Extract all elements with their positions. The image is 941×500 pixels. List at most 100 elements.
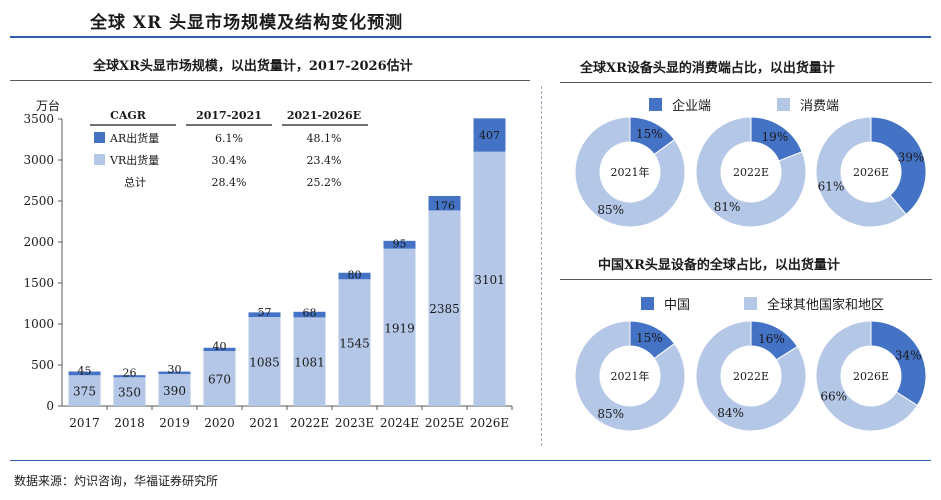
pie2-title-rule (560, 279, 932, 280)
pie1-title: 全球XR设备头显的消费端占比，以出货量计 (580, 61, 835, 76)
y-tick-label: 500 (31, 358, 54, 372)
y-tick-label: 1000 (23, 317, 54, 331)
donut-label-secondary: 84% (717, 406, 744, 420)
footer-rule (10, 460, 931, 461)
data-label-ar: 45 (78, 364, 92, 377)
bar-title-rule (10, 80, 530, 81)
y-tick-label: 1500 (23, 276, 54, 290)
donut-center-label: 2022E (733, 370, 769, 383)
pie1-title-rule (560, 82, 932, 83)
donut-label-secondary: 85% (597, 203, 624, 217)
pie-group-china-share: 2021年 15% 85% 2022E 16% 84% 2026E 34% 66% (574, 320, 927, 432)
bar-ar-2021 (248, 312, 281, 318)
x-tick-label: 2019 (159, 416, 190, 430)
bar-chart: 万台 0 500 1000 1500 2000 2500 3000 3500 375 45 2017 3… (23, 98, 513, 430)
legend-rest-of-world: 全球其他国家和地区 (744, 294, 884, 313)
y-tick-label: 2000 (23, 235, 54, 249)
bar-ar-2026E (473, 118, 506, 152)
legend-swatch-enterprise (649, 98, 662, 111)
bar-ar-2025E (428, 195, 461, 211)
data-label-vr: 1545 (339, 337, 370, 351)
bar-ar-2024E (383, 240, 416, 249)
legend-label-consumer: 消费端 (800, 99, 840, 114)
cagr-row-swatch (94, 132, 105, 143)
legend-label-china: 中国 (664, 298, 691, 313)
donut-slice-secondary (695, 320, 807, 432)
bar-ar-2018 (113, 375, 146, 378)
cagr-row-label: AR出货量 (109, 131, 159, 145)
donut-label-secondary: 81% (714, 200, 741, 214)
cagr-row-label: 总计 (124, 175, 146, 189)
donut-label-secondary: 66% (820, 389, 847, 403)
donut-center-label: 2026E (853, 166, 889, 179)
donut-center-label: 2021年 (611, 165, 650, 179)
donut-label-primary: 19% (762, 130, 789, 144)
cagr-header: 2017-2021 (196, 109, 262, 122)
donut-slice-secondary (695, 116, 807, 228)
bar-ar-2019 (158, 371, 191, 375)
donut-center-label: 2021年 (611, 369, 650, 383)
bar-vr-2023E (338, 279, 371, 406)
legend-swatch-china (641, 297, 654, 310)
bar-vr-2018 (113, 377, 146, 406)
cagr-header: 2021-2026E (287, 109, 361, 122)
data-label-ar: 40 (213, 340, 227, 353)
data-label-vr: 1085 (249, 356, 280, 370)
cagr-value: 6.1% (215, 132, 243, 145)
legend-enterprise: 企业端 (649, 95, 711, 114)
cagr-value: 28.4% (212, 176, 247, 189)
legend-consumer: 消费端 (777, 95, 839, 114)
donut-label-secondary: 85% (597, 407, 624, 421)
panel-divider-vertical (541, 86, 542, 446)
cagr-row-label: VR出货量 (109, 153, 159, 167)
data-label-vr: 2385 (429, 302, 460, 316)
cagr-value: 30.4% (212, 154, 247, 167)
data-label-vr: 670 (208, 373, 231, 387)
x-tick-label: 2017 (69, 416, 100, 430)
donut-slice-secondary (574, 320, 686, 432)
source-note: 数据来源：灼识咨询，华福证券研究所 (14, 474, 219, 488)
donut-center-label: 2022E (733, 166, 769, 179)
data-label-ar: 95 (393, 238, 407, 251)
donut-label-primary: 39% (898, 151, 925, 165)
donut-label-secondary: 61% (818, 179, 845, 193)
legend-label-enterprise: 企业端 (672, 99, 712, 114)
donut-slice-secondary (574, 116, 686, 228)
cagr-header: CAGR (110, 109, 147, 122)
y-tick-label: 2500 (23, 194, 54, 208)
x-tick-label: 2022E (290, 416, 329, 430)
x-tick-label: 2023E (335, 416, 374, 430)
bar-vr-2019 (158, 374, 191, 406)
data-label-ar: 26 (123, 366, 137, 379)
legend-swatch-rest (744, 297, 757, 310)
y-tick-label: 3000 (23, 153, 54, 167)
data-label-vr: 3101 (474, 273, 505, 287)
x-tick-label: 2025E (425, 416, 464, 430)
x-tick-label: 2024E (380, 416, 419, 430)
x-tick-label: 2020 (204, 416, 235, 430)
bar-ar-2022E (293, 311, 326, 318)
bar-vr-2022E (293, 317, 326, 406)
y-tick-label: 3500 (23, 112, 54, 126)
data-label-ar: 407 (479, 129, 500, 142)
cagr-value: 48.1% (307, 132, 342, 145)
pie-group-consumer-share: 2021年 15% 85% 2022E 19% 81% 2026E 39% 61% (574, 116, 927, 228)
cagr-value: 25.2% (307, 176, 342, 189)
cagr-value: 23.4% (307, 154, 342, 167)
legend-swatch-consumer (777, 98, 790, 111)
data-label-ar: 176 (434, 199, 455, 212)
bar-ar-2020 (203, 347, 236, 352)
data-label-vr: 375 (73, 385, 96, 399)
bar-vr-2025E (428, 210, 461, 406)
x-tick-label: 2021 (249, 416, 280, 430)
legend-label-rest: 全球其他国家和地区 (767, 298, 885, 313)
donut-slice-secondary (815, 320, 919, 432)
bar-ar-2023E (338, 272, 371, 280)
cagr-row-swatch (94, 154, 105, 165)
donut-label-primary: 34% (895, 349, 922, 363)
donut-label-primary: 15% (636, 127, 663, 141)
data-label-ar: 80 (348, 268, 362, 281)
y-tick-label: 0 (46, 399, 54, 413)
bar-vr-2021 (248, 317, 281, 406)
bar-ar-2017 (68, 371, 101, 376)
